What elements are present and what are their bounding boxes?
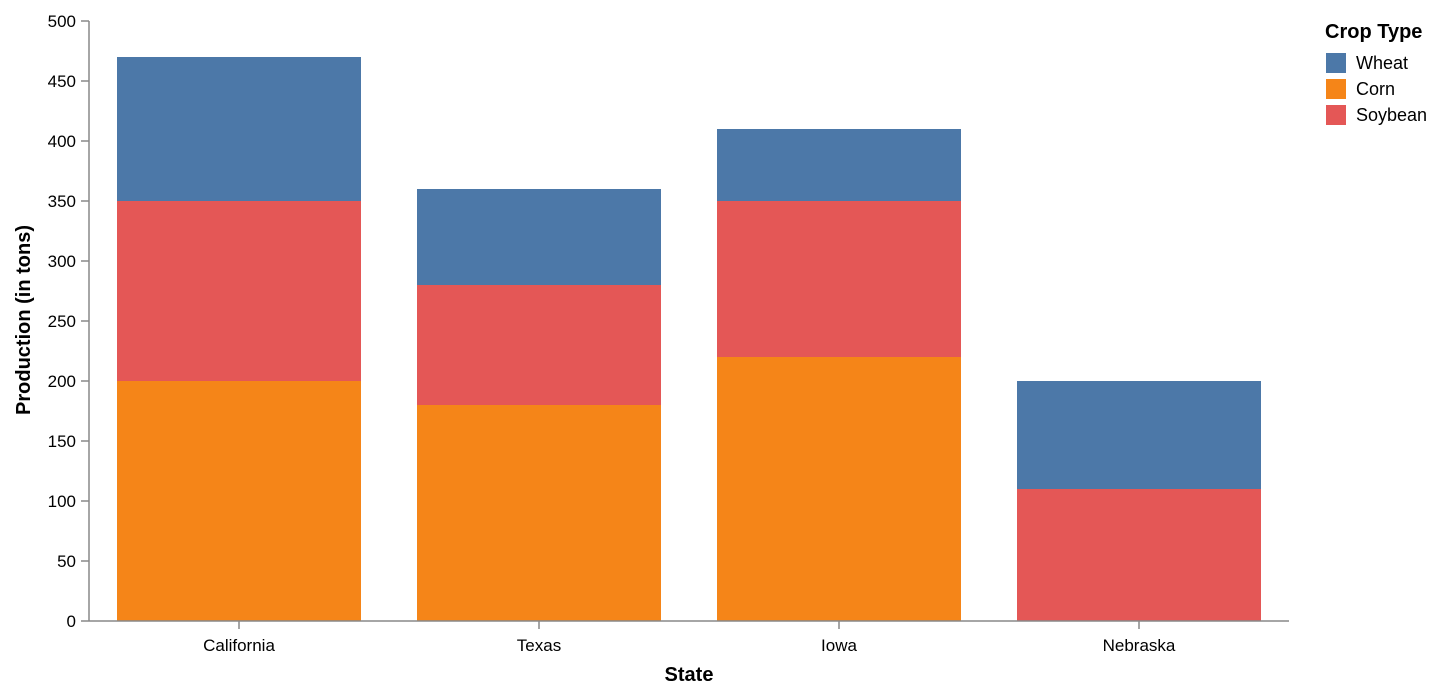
y-tick-label: 350	[48, 192, 76, 211]
y-tick-label: 400	[48, 132, 76, 151]
y-axis-title: Production (in tons)	[13, 225, 35, 415]
bar-wheat-nebraska	[1017, 381, 1261, 489]
y-tick-label: 250	[48, 312, 76, 331]
y-tick-label: 100	[48, 492, 76, 511]
bar-corn-california	[117, 381, 361, 621]
bar-soybean-nebraska	[1017, 489, 1261, 621]
legend-label-wheat: Wheat	[1356, 53, 1408, 73]
bar-wheat-california	[117, 57, 361, 201]
legend-title: Crop Type	[1325, 21, 1422, 43]
y-tick-label: 150	[48, 432, 76, 451]
bar-soybean-texas	[417, 285, 661, 405]
legend-swatch-soybean	[1326, 105, 1346, 125]
y-tick-label: 200	[48, 372, 76, 391]
bar-wheat-iowa	[717, 129, 961, 201]
legend-label-corn: Corn	[1356, 79, 1395, 99]
legend-label-soybean: Soybean	[1356, 105, 1427, 125]
bars-layer	[117, 57, 1261, 621]
x-tick-label-iowa: Iowa	[821, 636, 857, 655]
bar-soybean-california	[117, 201, 361, 381]
bar-soybean-iowa	[717, 201, 961, 357]
legend-swatch-wheat	[1326, 53, 1346, 73]
legend: Crop Type Wheat Corn Soybean	[1325, 21, 1427, 125]
bar-corn-texas	[417, 405, 661, 621]
x-tick-label-california: California	[203, 636, 275, 655]
y-tick-label: 500	[48, 12, 76, 31]
bar-wheat-texas	[417, 189, 661, 285]
y-tick-label: 300	[48, 252, 76, 271]
y-tick-label: 50	[57, 552, 76, 571]
legend-items: Wheat Corn Soybean	[1326, 53, 1427, 125]
y-tick-label: 0	[67, 612, 76, 631]
bar-corn-iowa	[717, 357, 961, 621]
x-tick-label-texas: Texas	[517, 636, 561, 655]
y-tick-label: 450	[48, 72, 76, 91]
x-tick-label-nebraska: Nebraska	[1103, 636, 1176, 655]
legend-swatch-corn	[1326, 79, 1346, 99]
x-axis-title: State	[665, 664, 714, 686]
